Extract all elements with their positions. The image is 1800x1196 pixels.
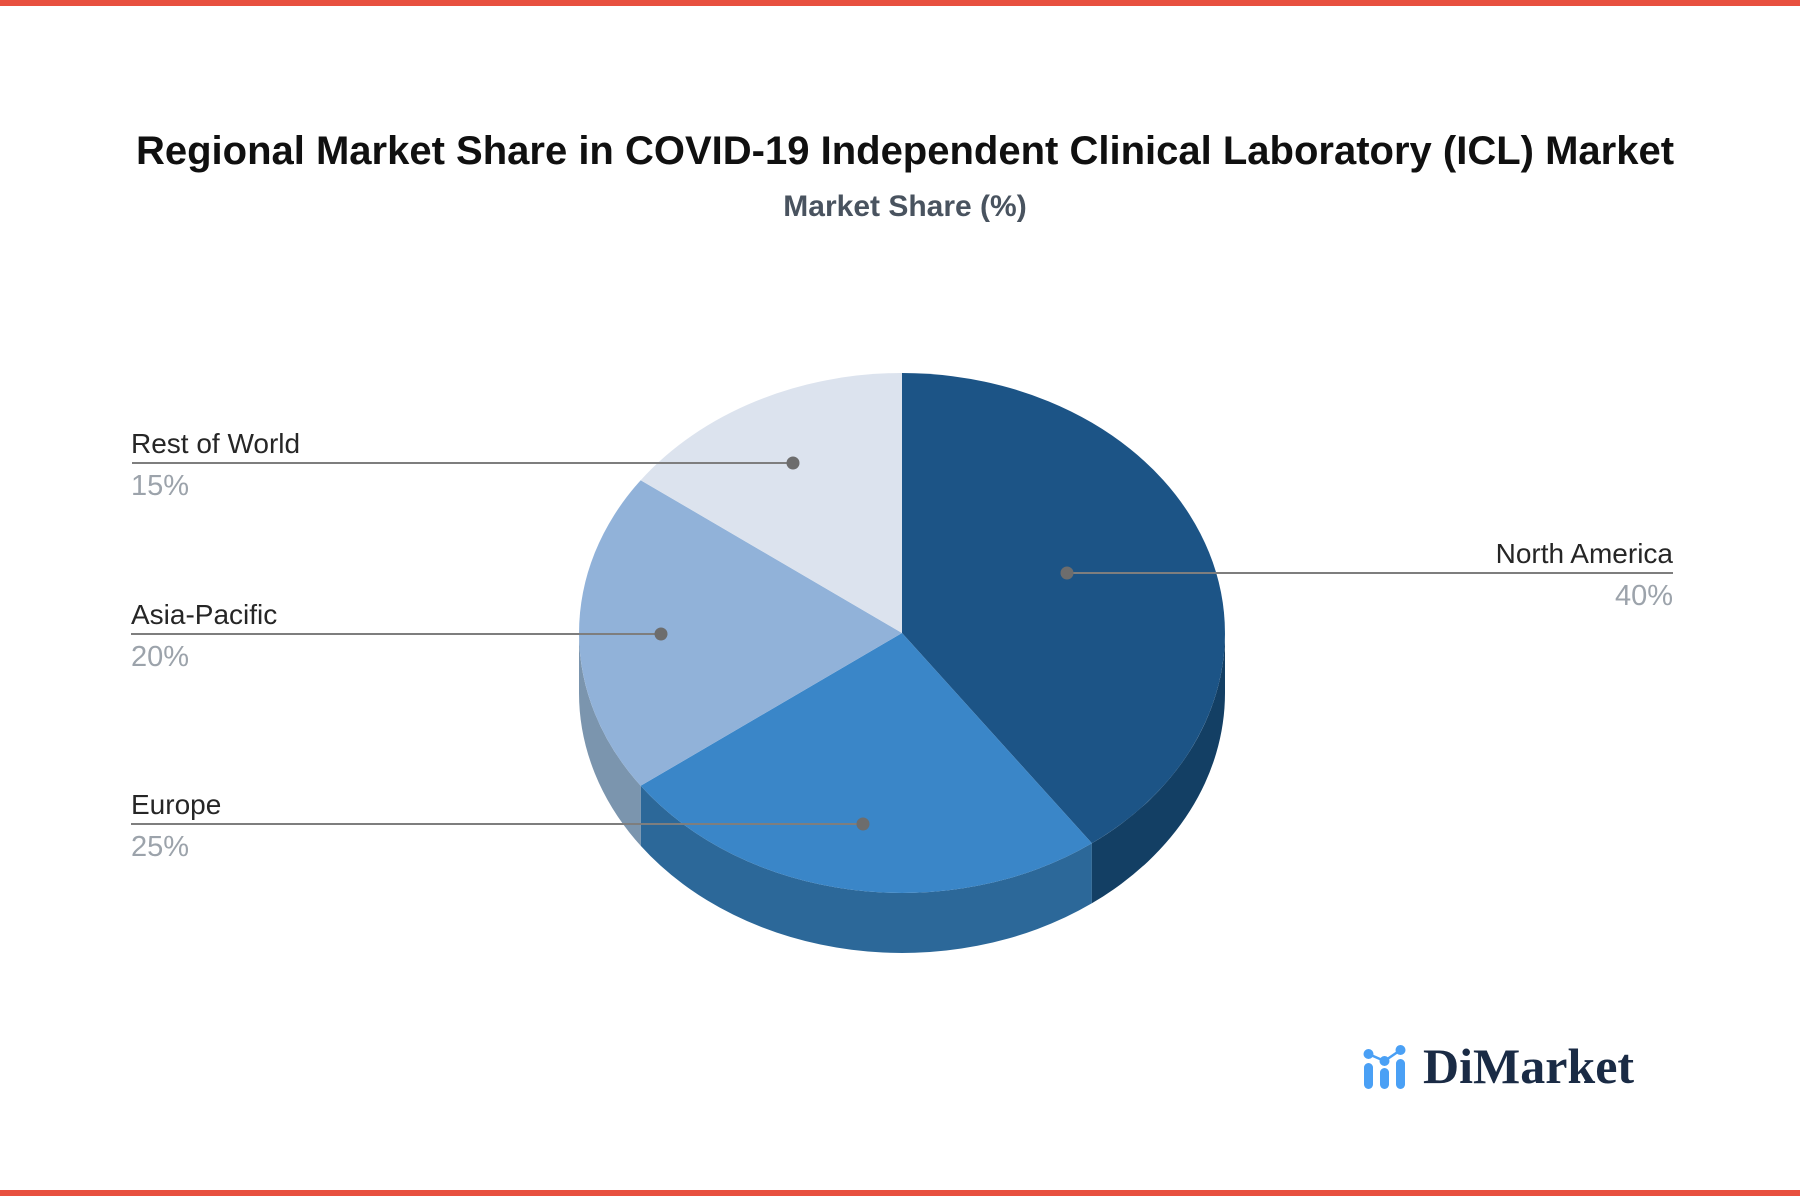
leader-dots <box>654 456 1074 831</box>
pie-rim-europe <box>640 785 1092 953</box>
slice-label-europe: Europe <box>131 789 222 820</box>
pie-slice-north-america[interactable] <box>902 373 1225 844</box>
leader-lines <box>131 462 1673 825</box>
chart-subtitle: Market Share (%) <box>783 190 1027 223</box>
leader-dot-europe <box>856 817 870 831</box>
leader-dot-north-america <box>1060 566 1074 580</box>
chart-title: Regional Market Share in COVID-19 Indepe… <box>135 129 1675 173</box>
slice-value-europe: 25% <box>131 831 190 863</box>
brand-logo-text: DiMarket <box>1423 1038 1635 1094</box>
slice-label-north-america: North America <box>1495 538 1673 569</box>
pie-rim-north-america <box>1091 633 1225 904</box>
top-edge-bar <box>0 0 1800 6</box>
leader-dot-rest-of-world <box>786 456 800 470</box>
brand-logo: DiMarket <box>1363 1040 1634 1092</box>
bottom-edge-bar <box>0 1190 1800 1196</box>
pie-slice-asia-pacific[interactable] <box>579 480 902 786</box>
slice-value-rest-of-world: 15% <box>131 470 190 502</box>
slice-value-asia-pacific: 20% <box>131 641 190 673</box>
pie-slice-rest-of-world[interactable] <box>640 373 902 633</box>
pie-slice-europe[interactable] <box>640 633 1092 893</box>
brand-logo-icon <box>1363 1045 1406 1089</box>
slice-label-rest-of-world: Rest of World <box>131 428 301 459</box>
pie-rim-asia-pacific <box>579 633 641 846</box>
slice-label-asia-pacific: Asia-Pacific <box>131 599 278 630</box>
leader-dot-asia-pacific <box>654 627 668 641</box>
slice-value-north-america: 40% <box>1614 580 1673 612</box>
